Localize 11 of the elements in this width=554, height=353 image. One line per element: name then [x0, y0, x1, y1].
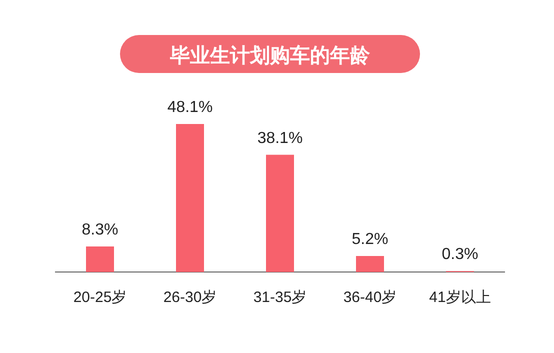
data-label: 5.2%	[352, 231, 388, 248]
data-label: 8.3%	[82, 221, 118, 238]
chart-title: 毕业生计划购车的年龄	[169, 44, 371, 67]
data-label: 38.1%	[257, 130, 303, 147]
data-label: 0.3%	[442, 246, 478, 264]
x-tick-label: 41岁以上	[429, 289, 491, 306]
x-tick-label: 26-30岁	[163, 289, 217, 306]
x-tick-label: 31-35岁	[253, 289, 307, 306]
x-tick-label: 20-25岁	[73, 289, 127, 306]
data-label: 48.1%	[167, 99, 213, 116]
x-tick-label: 36-40岁	[343, 289, 397, 306]
